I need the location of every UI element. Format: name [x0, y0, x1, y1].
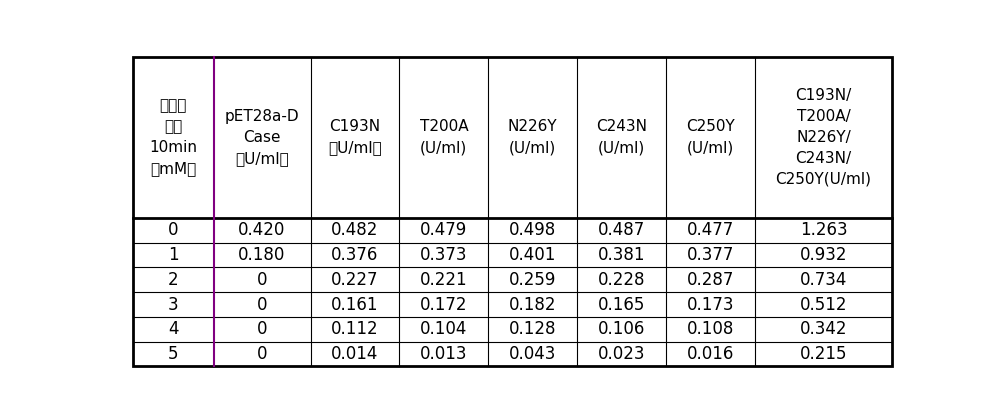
Text: 0: 0	[257, 271, 267, 289]
Text: 0.013: 0.013	[420, 345, 468, 363]
Text: 0: 0	[257, 345, 267, 363]
Text: 0.182: 0.182	[509, 295, 556, 313]
Text: 双氧水
处理
10min
（mM）: 双氧水 处理 10min （mM）	[149, 98, 197, 176]
Text: 0.401: 0.401	[509, 246, 556, 264]
Text: 0.104: 0.104	[420, 320, 468, 338]
Text: 0.014: 0.014	[331, 345, 379, 363]
Text: 0.512: 0.512	[800, 295, 847, 313]
Text: 4: 4	[168, 320, 178, 338]
Text: 0.381: 0.381	[598, 246, 645, 264]
Text: 0.106: 0.106	[598, 320, 645, 338]
Text: C193N
（U/ml）: C193N （U/ml）	[328, 119, 382, 155]
Text: 2: 2	[168, 271, 178, 289]
Text: 0.180: 0.180	[238, 246, 286, 264]
Text: 0.215: 0.215	[800, 345, 847, 363]
Text: 5: 5	[168, 345, 178, 363]
Text: 0.259: 0.259	[509, 271, 556, 289]
Text: 0.228: 0.228	[598, 271, 645, 289]
Text: 0: 0	[257, 295, 267, 313]
Text: 0.016: 0.016	[687, 345, 734, 363]
Text: 0.287: 0.287	[687, 271, 734, 289]
Text: 1: 1	[168, 246, 178, 264]
Text: 0.482: 0.482	[331, 221, 379, 239]
Text: 0.376: 0.376	[331, 246, 379, 264]
Text: T200A
(U/ml): T200A (U/ml)	[420, 119, 468, 155]
Text: 0.479: 0.479	[420, 221, 467, 239]
Text: 1.263: 1.263	[800, 221, 847, 239]
Text: 0.227: 0.227	[331, 271, 379, 289]
Text: C250Y
(U/ml): C250Y (U/ml)	[686, 119, 735, 155]
Text: 0.172: 0.172	[420, 295, 468, 313]
Text: 0.023: 0.023	[598, 345, 645, 363]
Text: 0.221: 0.221	[420, 271, 468, 289]
Text: 0.108: 0.108	[687, 320, 734, 338]
Text: 0.342: 0.342	[800, 320, 847, 338]
Text: C193N/
T200A/
N226Y/
C243N/
C250Y(U/ml): C193N/ T200A/ N226Y/ C243N/ C250Y(U/ml)	[776, 88, 872, 187]
Text: 0.165: 0.165	[598, 295, 645, 313]
Text: 0.420: 0.420	[238, 221, 286, 239]
Text: 0.173: 0.173	[687, 295, 734, 313]
Text: 0.377: 0.377	[687, 246, 734, 264]
Text: 0.487: 0.487	[598, 221, 645, 239]
Text: 0: 0	[168, 221, 178, 239]
Text: 3: 3	[168, 295, 178, 313]
Text: 0.373: 0.373	[420, 246, 468, 264]
Text: 0.498: 0.498	[509, 221, 556, 239]
Text: 0.043: 0.043	[509, 345, 556, 363]
Text: C243N
(U/ml): C243N (U/ml)	[596, 119, 647, 155]
Text: N226Y
(U/ml): N226Y (U/ml)	[508, 119, 558, 155]
Text: 0.477: 0.477	[687, 221, 734, 239]
Text: 0.161: 0.161	[331, 295, 379, 313]
Text: 0.128: 0.128	[509, 320, 556, 338]
Text: pET28a-D
Case
（U/ml）: pET28a-D Case （U/ml）	[225, 109, 299, 166]
Text: 0.932: 0.932	[800, 246, 847, 264]
Text: 0.112: 0.112	[331, 320, 379, 338]
Text: 0: 0	[257, 320, 267, 338]
Text: 0.734: 0.734	[800, 271, 847, 289]
